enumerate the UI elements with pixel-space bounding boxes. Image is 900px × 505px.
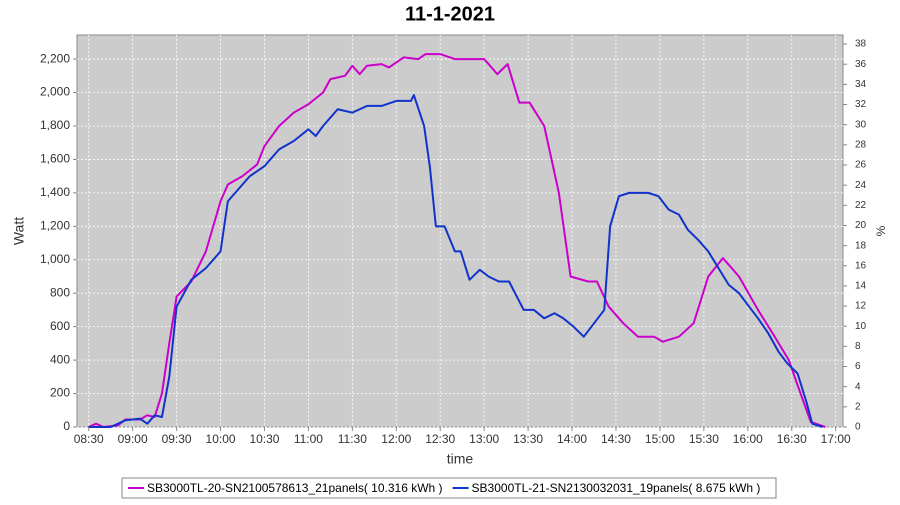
x-tick-label: 16:00 <box>733 432 763 446</box>
x-tick-label: 11:30 <box>338 432 367 446</box>
y-axis-label: Watt <box>11 217 27 245</box>
y-tick-label: 400 <box>50 352 70 366</box>
y2-tick-label: 2 <box>855 401 861 412</box>
y2-tick-label: 14 <box>855 281 867 292</box>
x-tick-label: 14:00 <box>557 432 587 446</box>
y-tick-label: 800 <box>50 285 70 299</box>
y-tick-label: 600 <box>50 319 70 333</box>
y2-tick-label: 16 <box>855 260 867 271</box>
legend-label: SB3000TL-21-SN2130032031_19panels( 8.675… <box>472 481 761 495</box>
x-tick-label: 12:00 <box>381 432 411 446</box>
y2-tick-label: 20 <box>855 220 867 231</box>
series-line <box>88 53 826 428</box>
y2-tick-label: 18 <box>855 240 867 251</box>
legend-label: SB3000TL-20-SN2100578613_21panels( 10.31… <box>147 481 443 495</box>
y-tick-label: 1,000 <box>40 252 70 266</box>
x-tick-label: 08:30 <box>74 432 104 446</box>
y2-axis-label: % <box>874 225 888 236</box>
x-tick-label: 13:00 <box>469 432 499 446</box>
x-tick-label: 10:00 <box>206 432 236 446</box>
y2-tick-label: 10 <box>855 321 867 332</box>
y-tick-label: 200 <box>50 386 70 400</box>
y2-tick-label: 28 <box>855 139 867 150</box>
y2-tick-label: 26 <box>855 160 867 171</box>
y2-tick-label: 4 <box>855 381 861 392</box>
y2-tick-label: 6 <box>855 361 861 372</box>
plot-area <box>76 34 844 428</box>
y2-tick-label: 34 <box>855 79 867 90</box>
x-tick-label: 12:30 <box>425 432 455 446</box>
y-tick-label: 1,400 <box>40 185 70 199</box>
x-tick-label: 09:00 <box>118 432 148 446</box>
series-line <box>88 94 823 428</box>
x-tick-label: 16:30 <box>777 432 807 446</box>
y-tick-label: 1,600 <box>40 152 70 166</box>
x-tick-label: 14:30 <box>601 432 631 446</box>
y2-tick-label: 24 <box>855 180 867 191</box>
x-tick-label: 11:00 <box>294 432 323 446</box>
y2-tick-label: 30 <box>855 119 867 130</box>
y-tick-label: 0 <box>63 419 70 433</box>
legend <box>121 477 777 499</box>
y2-tick-label: 12 <box>855 301 867 312</box>
x-tick-label: 17:00 <box>821 432 851 446</box>
y2-tick-label: 32 <box>855 99 867 110</box>
chart-title: 11-1-2021 <box>405 3 495 25</box>
y2-tick-label: 36 <box>855 59 867 70</box>
x-tick-label: 15:00 <box>645 432 675 446</box>
x-tick-label: 15:30 <box>689 432 719 446</box>
y2-tick-label: 0 <box>855 422 861 433</box>
y2-tick-label: 8 <box>855 341 861 352</box>
x-axis-label: time <box>447 451 474 467</box>
y-tick-label: 1,200 <box>40 218 70 232</box>
y2-tick-label: 38 <box>855 39 867 50</box>
x-tick-label: 09:30 <box>162 432 192 446</box>
y-tick-label: 2,200 <box>40 51 70 65</box>
y-tick-label: 2,000 <box>40 85 70 99</box>
y-tick-label: 1,800 <box>40 118 70 132</box>
x-tick-label: 10:30 <box>249 432 279 446</box>
x-tick-label: 13:30 <box>513 432 543 446</box>
y2-tick-label: 22 <box>855 200 867 211</box>
